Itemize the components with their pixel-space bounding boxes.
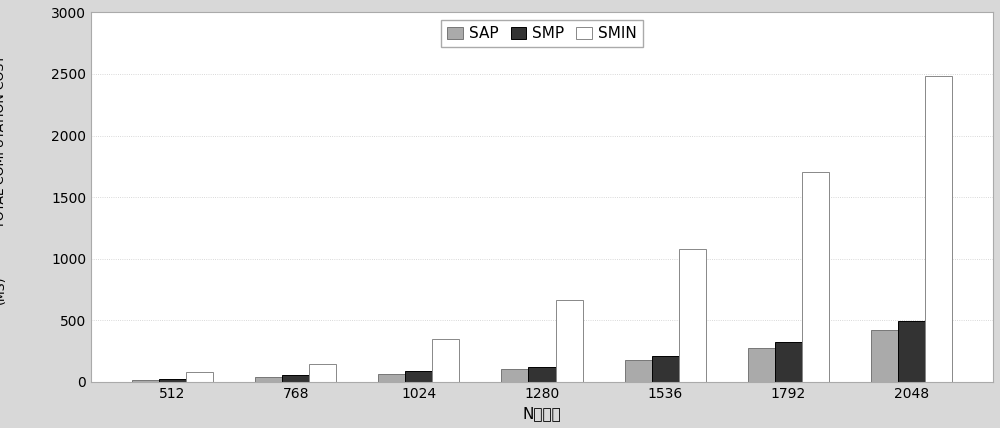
Bar — [255, 377, 282, 382]
Bar — [925, 77, 952, 382]
Bar — [378, 374, 405, 382]
Bar — [898, 321, 925, 382]
Bar — [625, 360, 652, 382]
Bar — [556, 300, 583, 382]
Bar — [159, 379, 186, 382]
Bar — [775, 342, 802, 382]
Bar — [748, 348, 775, 382]
Bar — [871, 330, 898, 382]
Bar — [528, 367, 556, 382]
Bar — [186, 372, 213, 382]
Bar — [501, 369, 528, 382]
Bar — [405, 371, 432, 382]
Legend: SAP, SMP, SMIN: SAP, SMP, SMIN — [441, 20, 643, 48]
Bar — [652, 356, 679, 382]
Bar — [282, 375, 309, 382]
Bar — [679, 249, 706, 382]
Bar — [432, 339, 459, 382]
Bar — [802, 172, 829, 382]
Bar — [132, 380, 159, 382]
Text: TOTAL COMPUTATION COST: TOTAL COMPUTATION COST — [0, 55, 7, 228]
Text: (MS): (MS) — [0, 275, 7, 303]
Bar — [309, 364, 336, 382]
X-axis label: N的长度: N的长度 — [523, 406, 561, 421]
